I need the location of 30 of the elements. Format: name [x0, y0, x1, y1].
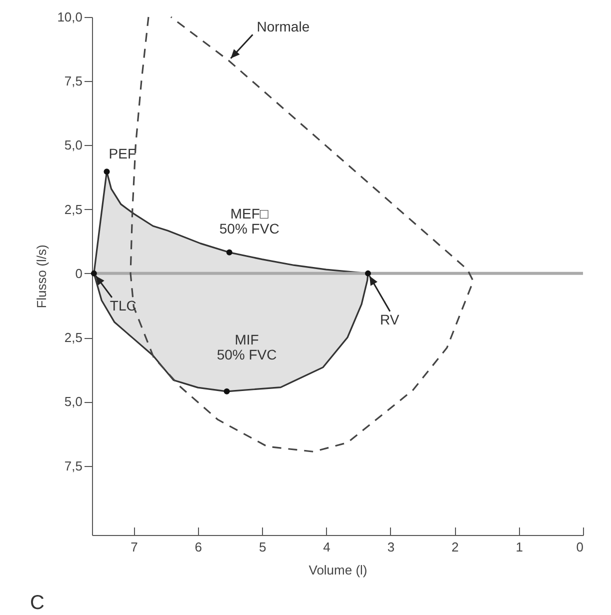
annotation: TLC [110, 297, 136, 314]
x-tick-label: 4 [323, 540, 330, 554]
point [226, 249, 232, 256]
y-tick-label: 2,5 [64, 330, 82, 346]
y-tick-label: 2,5 [64, 202, 82, 217]
annotation: RV [380, 311, 400, 328]
y-tick-label: 7,5 [64, 458, 82, 474]
point [364, 270, 371, 276]
x-tick-label: 1 [516, 540, 523, 554]
annotation: Normale [256, 18, 310, 35]
y-axis-title: Flusso (l/s) [34, 244, 50, 308]
annotation: PEF [108, 146, 136, 162]
point [224, 388, 230, 394]
y-tick-label: 0 [75, 266, 82, 281]
y-tick-label: 7,5 [64, 74, 82, 89]
x-tick-label: 7 [130, 540, 138, 554]
y-tick-label: 5,0 [64, 138, 82, 153]
x-tick-label: 5 [258, 540, 266, 554]
annotation: MIF 50% FVC [216, 331, 277, 362]
x-axis-title: Volume (l) [308, 562, 368, 578]
point [104, 168, 110, 175]
text: C [30, 592, 44, 614]
x-tick-label: 0 [576, 540, 584, 554]
x-tick-label: 6 [194, 540, 202, 554]
x-tick-label: 3 [387, 540, 395, 554]
y-tick-label: 10,0 [57, 10, 82, 24]
y-tick-label: 5,0 [64, 394, 82, 410]
x-tick-label: 2 [452, 540, 459, 554]
annotation: MEF□ 50% FVC [219, 205, 280, 236]
point [90, 270, 97, 276]
